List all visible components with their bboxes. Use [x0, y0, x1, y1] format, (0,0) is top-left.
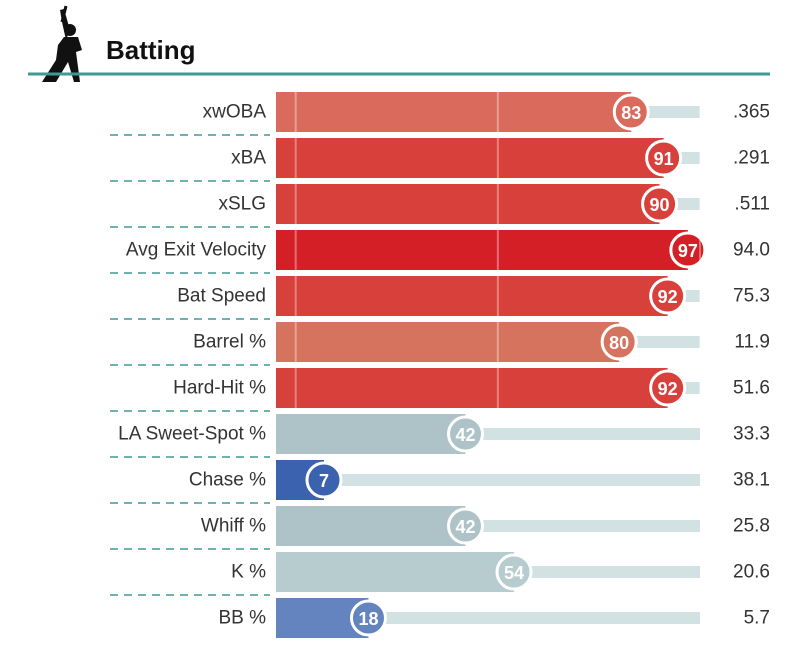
percentile-label: 92: [658, 379, 678, 399]
percentile-badge: [649, 277, 687, 315]
chart-title: Batting: [106, 35, 196, 65]
bar: [276, 92, 632, 132]
row-label: Chase %: [189, 470, 266, 491]
percentile-badge: [447, 507, 485, 545]
percentile-label: 7: [319, 471, 329, 491]
track: [465, 428, 700, 440]
row-label: xBA: [231, 148, 266, 169]
stat-value: .291: [733, 148, 770, 169]
row-label: Hard-Hit %: [173, 378, 266, 399]
row-label: Avg Exit Velocity: [126, 240, 267, 261]
track: [514, 566, 700, 578]
percentile-label: 92: [658, 287, 678, 307]
row-label: xwOBA: [203, 102, 267, 123]
row-label: xSLG: [218, 194, 266, 215]
percentile-label: 42: [455, 517, 475, 537]
row-label: Whiff %: [201, 516, 266, 537]
bar: [276, 138, 664, 178]
bar: [276, 506, 466, 546]
bar: [276, 184, 660, 224]
stat-value: 33.3: [733, 424, 770, 445]
percentile-badge: [669, 231, 707, 269]
percentile-badge: [641, 185, 679, 223]
stat-value: 25.8: [733, 516, 770, 537]
percentile-badge: [612, 93, 650, 131]
percentile-label: 42: [455, 425, 475, 445]
percentile-label: 54: [504, 563, 524, 583]
bar: [276, 322, 620, 362]
track: [368, 612, 700, 624]
bar: [276, 414, 466, 454]
row-label: K %: [231, 562, 266, 583]
stat-value: 51.6: [733, 378, 770, 399]
percentile-label: 18: [358, 609, 378, 629]
percentile-label: 91: [654, 149, 674, 169]
stat-value: 5.7: [744, 608, 770, 629]
stat-value: 94.0: [733, 240, 770, 261]
percentile-badge: [349, 599, 387, 637]
row-label: LA Sweet-Spot %: [118, 424, 266, 445]
percentile-label: 90: [650, 195, 670, 215]
percentile-label: 97: [678, 241, 698, 261]
track: [619, 336, 700, 348]
percentile-badge: [645, 139, 683, 177]
percentile-badge: [305, 461, 343, 499]
bar: [276, 276, 668, 316]
batter-icon: [42, 5, 82, 82]
stat-value: 38.1: [733, 470, 770, 491]
bar: [276, 230, 688, 270]
percentile-label: 83: [621, 103, 641, 123]
row-label: BB %: [218, 608, 266, 629]
stat-value: 75.3: [733, 286, 770, 307]
percentile-badge: [447, 415, 485, 453]
row-label: Barrel %: [193, 332, 266, 353]
bar: [276, 368, 668, 408]
track: [324, 474, 700, 486]
stat-value: .511: [734, 194, 770, 215]
row-label: Bat Speed: [177, 286, 266, 307]
percentile-label: 80: [609, 333, 629, 353]
stat-value: .365: [733, 102, 770, 123]
stat-value: 20.6: [733, 562, 770, 583]
bar: [276, 552, 515, 592]
stat-value: 11.9: [734, 332, 770, 353]
track: [465, 520, 700, 532]
percentile-badge: [649, 369, 687, 407]
percentile-badge: [600, 323, 638, 361]
percentile-badge: [495, 553, 533, 591]
